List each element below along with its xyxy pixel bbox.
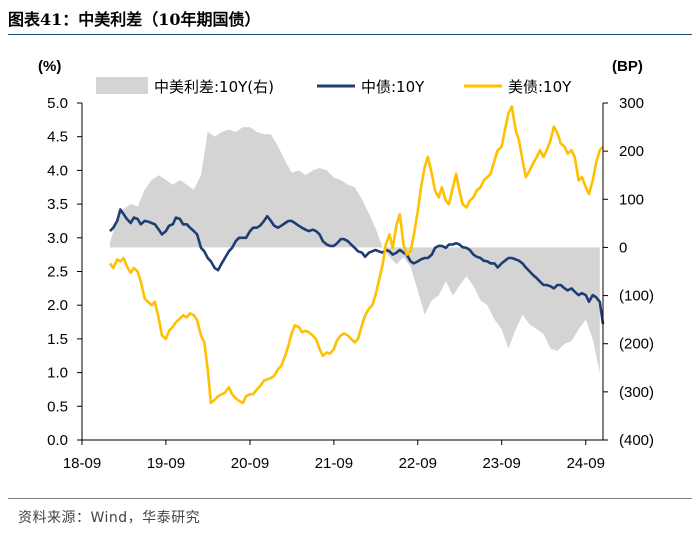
right-tick-label: 300 bbox=[619, 95, 644, 112]
left-tick-label: 4.0 bbox=[47, 162, 68, 179]
figure-number: 图表41： bbox=[8, 10, 79, 29]
right-tick-label: 0 bbox=[619, 239, 627, 256]
right-tick-label: (400) bbox=[619, 432, 654, 449]
left-tick-label: 3.5 bbox=[47, 196, 68, 213]
yield-lines-layer bbox=[108, 105, 605, 405]
axes-layer: 0.0 0.5 1.0 1.5 2.0 2.5 3.0 3.5 4.0 4.5 5.0 (400) (3… bbox=[38, 58, 654, 472]
left-tick-label: 5.0 bbox=[47, 95, 68, 112]
left-tick-label: 2.0 bbox=[47, 297, 68, 314]
title-rule bbox=[8, 34, 692, 35]
legend-label: 中美利差:10Y(右) bbox=[154, 78, 274, 96]
series-cn-10y-line bbox=[109, 208, 605, 325]
left-tick-label: 0.5 bbox=[47, 398, 68, 415]
figure-title-text: 中美利差（10年期国债） bbox=[78, 10, 261, 29]
source-rule bbox=[8, 498, 692, 499]
x-tick-label: 19-09 bbox=[147, 455, 185, 472]
series-us-10y-line bbox=[108, 105, 604, 405]
series-spread-area bbox=[110, 127, 600, 373]
legend-spread-swatch bbox=[96, 77, 148, 94]
left-axis-unit: (%) bbox=[38, 58, 61, 75]
left-tick-label: 1.5 bbox=[47, 331, 68, 348]
right-tick-label: 100 bbox=[619, 191, 644, 208]
right-tick-label: (100) bbox=[619, 288, 654, 305]
x-tick-label: 22-09 bbox=[399, 455, 437, 472]
left-tick-label: 2.5 bbox=[47, 264, 68, 281]
left-tick-label: 1.0 bbox=[47, 365, 68, 382]
legend-label: 美债:10Y bbox=[508, 78, 572, 96]
source-note: 资料来源：Wind，华泰研究 bbox=[18, 510, 201, 526]
left-tick-label: 4.5 bbox=[47, 129, 68, 146]
right-tick-label: (200) bbox=[619, 336, 654, 353]
spread-area-layer bbox=[110, 127, 600, 373]
figure-title: 图表41：中美利差（10年期国债） bbox=[8, 6, 261, 30]
x-tick-label: 18-09 bbox=[63, 455, 101, 472]
x-tick-label: 24-09 bbox=[567, 455, 605, 472]
left-tick-label: 3.0 bbox=[47, 230, 68, 247]
legend-label: 中债:10Y bbox=[361, 78, 425, 96]
right-tick-label: 200 bbox=[619, 143, 644, 160]
right-tick-label: (300) bbox=[619, 384, 654, 401]
x-tick-label: 20-09 bbox=[231, 455, 269, 472]
left-tick-label: 0.0 bbox=[47, 432, 68, 449]
right-axis-unit: (BP) bbox=[612, 58, 643, 75]
legend: 中美利差:10Y(右) 中债:10Y 美债:10Y bbox=[96, 77, 572, 96]
x-tick-label: 23-09 bbox=[482, 455, 520, 472]
x-tick-label: 21-09 bbox=[315, 455, 353, 472]
